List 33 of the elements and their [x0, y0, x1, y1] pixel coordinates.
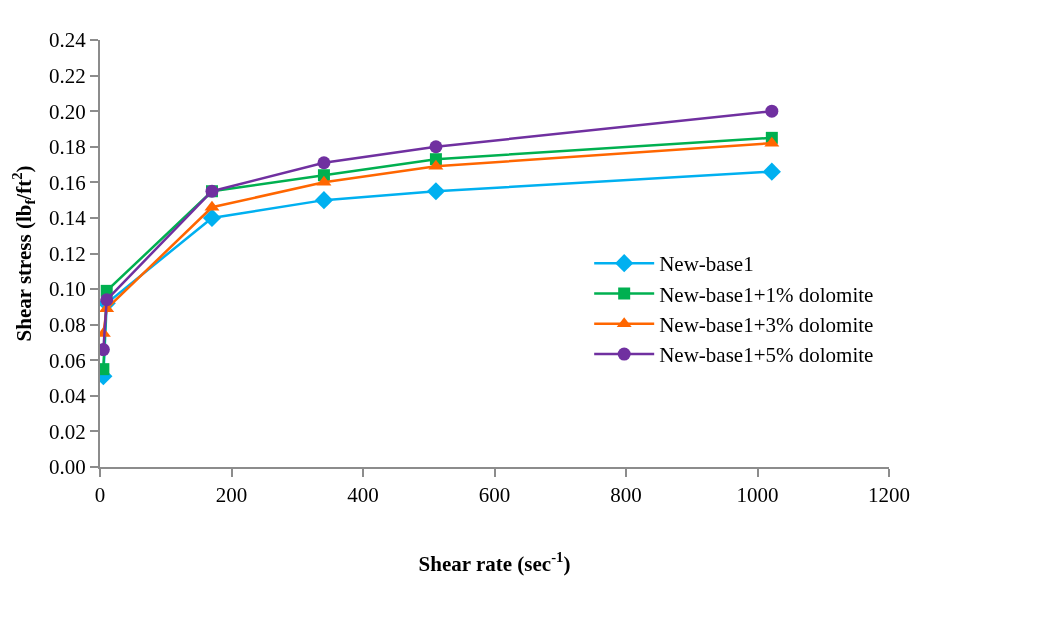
legend-label: New-base1+5% dolomite	[659, 343, 874, 368]
point	[765, 104, 779, 118]
y-tick-label: 0.20	[49, 99, 86, 124]
point	[314, 191, 334, 210]
point	[202, 208, 222, 228]
point	[100, 293, 114, 307]
y-tick-label: 0.14	[49, 206, 87, 231]
legend-label: New-base1+1% dolomite	[659, 282, 874, 307]
point	[317, 156, 331, 170]
x-tick-label: 1000	[736, 483, 779, 508]
x-tick-label: 800	[610, 483, 642, 508]
y-tick-label: 0.18	[49, 135, 86, 160]
y-tick-label: 0.06	[49, 348, 86, 373]
y-tick-label: 0.12	[49, 241, 86, 266]
y-tick-label: 0.02	[49, 419, 86, 444]
x-tick-label: 600	[478, 483, 511, 508]
y-tick-label: 0.04	[49, 384, 87, 409]
x-axis-title: Shear rate (sec$^{-1}$)	[418, 549, 571, 576]
x-tick-label: 400	[347, 483, 379, 508]
legend-label: New-base1+3% dolomite	[659, 312, 874, 337]
legend-label: New-base1	[659, 252, 754, 277]
point	[762, 162, 781, 181]
y-tick-label: 0.24	[49, 28, 87, 53]
y-tick-label: 0.22	[49, 63, 86, 88]
y-tick-label: 0.08	[49, 313, 86, 338]
y-tick-label: 0.00	[49, 455, 86, 480]
point	[426, 182, 446, 201]
y-tick-label: 0.16	[49, 170, 86, 195]
x-tick-label: 1200	[868, 483, 910, 508]
x-tick-label: 200	[215, 483, 248, 508]
point	[429, 140, 443, 154]
y-tick-label: 0.10	[49, 277, 86, 302]
x-tick-label: 0	[94, 483, 106, 508]
